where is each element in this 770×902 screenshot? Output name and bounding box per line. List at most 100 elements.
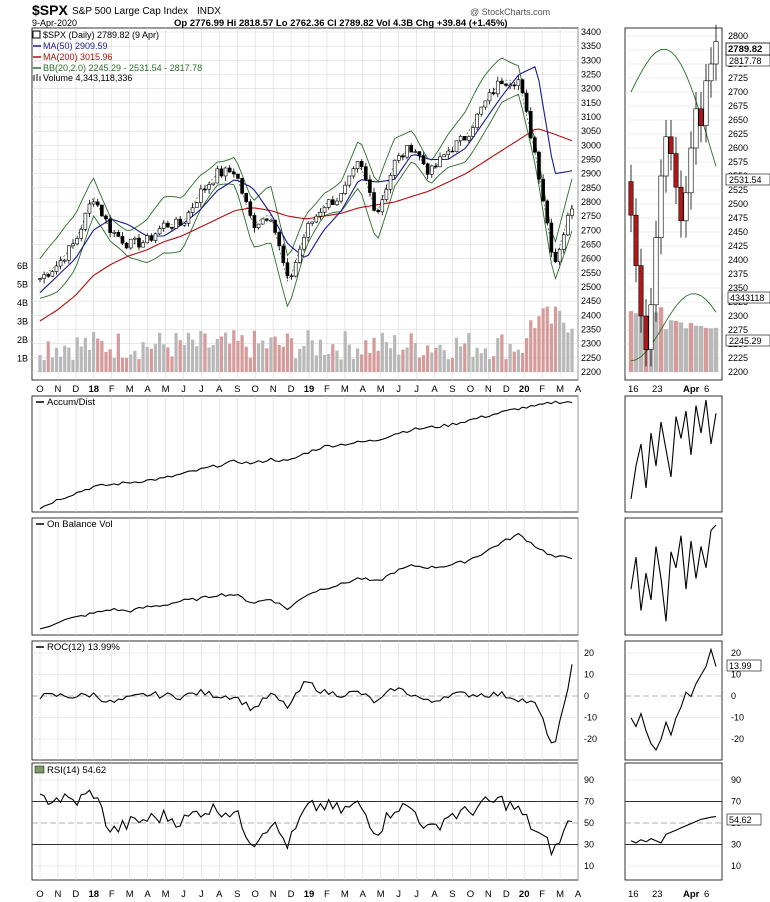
zoom-volume-bar: [663, 329, 669, 372]
month-tick-label: 18: [89, 384, 100, 395]
volume-bar: [244, 346, 248, 372]
price-tick-label: 3150: [581, 98, 601, 108]
zoom-price-tick-label: 2225: [728, 353, 748, 363]
candle-body: [508, 84, 512, 87]
month-tick-label: S: [234, 889, 240, 900]
volume-bar: [558, 310, 562, 372]
price-tick-label: 3350: [581, 41, 601, 51]
price-tick-label: 2600: [581, 254, 601, 264]
candle-body: [310, 221, 314, 224]
volume-bar: [149, 348, 153, 372]
roc-tick-label: -20: [584, 734, 597, 744]
candle-body: [384, 188, 389, 200]
volume-bar: [306, 330, 310, 372]
price-tick-label: 2750: [581, 211, 601, 221]
volume-bar: [541, 308, 545, 372]
candle-body: [100, 204, 104, 217]
month-tick-label: D: [288, 889, 295, 900]
price-tick-label: 2450: [581, 296, 601, 306]
zoom-price-tick-label: 2575: [728, 157, 748, 167]
volume-bar: [496, 338, 500, 372]
volume-tick-label: 3B: [17, 317, 28, 327]
volume-bar: [368, 353, 372, 372]
rsi-tick-label: 50: [584, 818, 594, 828]
volume-bar: [516, 349, 520, 372]
candle-body: [351, 168, 356, 177]
candle-body: [46, 274, 51, 277]
candle-body: [79, 229, 84, 239]
volume-bar: [294, 358, 298, 372]
candle-body: [91, 201, 96, 205]
volume-bar: [186, 332, 191, 372]
candle-body: [429, 165, 434, 175]
candle-body: [409, 144, 413, 153]
volume-bar: [50, 357, 54, 372]
candle-body: [302, 236, 306, 250]
accum-title: Accum/Dist: [36, 397, 95, 408]
price-tick-label: 2250: [581, 353, 601, 363]
price-tick-label: 2300: [581, 339, 601, 349]
volume-bar: [269, 337, 273, 372]
month-tick-label: S: [449, 384, 455, 395]
volume-bar: [120, 357, 125, 372]
price-tick-label: 2850: [581, 183, 601, 193]
volume-bar: [252, 330, 257, 372]
volume-tick-label: 4B: [17, 298, 28, 308]
obv-title: On Balance Vol: [36, 519, 113, 530]
volume-bar: [75, 337, 79, 372]
month-tick-label: D: [72, 384, 79, 395]
candle-body: [281, 245, 286, 264]
month-tick-label: J: [396, 384, 401, 395]
candle-body: [38, 278, 42, 280]
month-tick-label: F: [324, 889, 330, 900]
zoom-rsi-tick-label: 30: [731, 840, 741, 850]
candle-body: [372, 192, 376, 211]
volume-bar: [63, 345, 67, 372]
zoom-date-label: Apr: [683, 889, 700, 900]
price-tick-label: 2550: [581, 268, 601, 278]
candle-body: [124, 242, 129, 249]
volume-bar: [545, 306, 549, 372]
candle-body: [339, 193, 343, 202]
month-tick-label: M: [377, 889, 385, 900]
zoom-price-tick-label: 2525: [728, 185, 748, 195]
candle-body: [322, 207, 327, 213]
zoom-rsi-tick-label: 90: [731, 775, 741, 785]
candle-body: [425, 163, 430, 175]
month-tick-label: F: [539, 889, 545, 900]
price-tick-label: 2900: [581, 169, 601, 179]
zoom-obv-line: [630, 524, 717, 622]
zoom-candle-body: [643, 315, 649, 350]
candle-body: [240, 178, 244, 194]
obv-label: On Balance Vol: [47, 519, 113, 530]
zoom-volume-bar: [638, 314, 644, 372]
volume-bar: [190, 339, 195, 372]
candle-body: [438, 156, 442, 168]
candle-body: [248, 201, 253, 216]
volume-bar: [479, 353, 483, 372]
zoom-volume-bar: [658, 307, 664, 372]
candle-body: [434, 165, 438, 168]
month-tick-label: M: [162, 384, 170, 395]
month-tick-label: D: [503, 889, 510, 900]
month-tick-label: M: [341, 889, 349, 900]
month-tick-label: M: [341, 384, 349, 395]
volume-bar: [384, 342, 389, 372]
volume-bar: [446, 359, 450, 372]
symbol: $SPX: [32, 2, 68, 18]
candle-body: [368, 179, 372, 193]
price-tick-label: 3050: [581, 126, 601, 136]
volume-bar: [137, 359, 141, 372]
volume-bar: [273, 336, 277, 372]
volume-bar: [100, 340, 104, 372]
zoom-panel: [628, 24, 719, 372]
zoom-candle-body: [688, 147, 694, 194]
candle-body: [495, 80, 500, 95]
value-tags: 2817.78 2789.82 2531.54 4343118 2245.29 …: [725, 42, 770, 826]
zoom-price-tick-label: 2425: [728, 241, 748, 251]
candle-body: [178, 218, 183, 226]
candle-body: [232, 171, 236, 175]
volume-bar: [228, 343, 232, 372]
bb-mid-line: [39, 79, 573, 282]
month-tick-label: F: [109, 889, 115, 900]
